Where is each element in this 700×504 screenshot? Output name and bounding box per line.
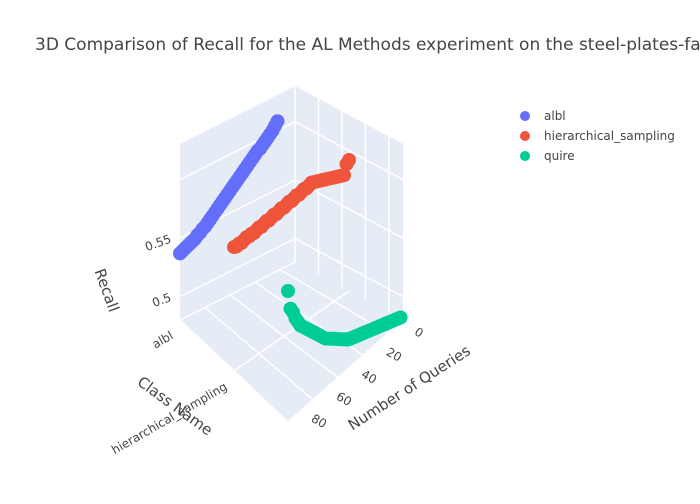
back-wall-right <box>295 86 403 320</box>
data-points <box>173 114 408 347</box>
grid-line <box>294 237 404 298</box>
data-point-quire <box>281 284 295 298</box>
legend-marker <box>520 151 530 161</box>
data-point-hierarchical-sampling <box>337 168 351 183</box>
data-point-quire <box>393 310 408 325</box>
legend-item-hierarchical-sampling[interactable]: hierarchical_sampling <box>520 126 675 146</box>
legend-item-quire[interactable]: quire <box>520 146 675 166</box>
data-point-albl <box>270 114 285 129</box>
x-tick-label: 0 <box>412 325 426 341</box>
grid-line <box>294 121 404 181</box>
grid-line <box>287 319 404 423</box>
z-tick-label: 0.55 <box>143 232 173 254</box>
x-tick-label: 60 <box>334 389 354 409</box>
legend: albl hierarchical_sampling quire <box>520 106 675 166</box>
chart-title: 3D Comparison of Recall for the AL Metho… <box>35 35 700 55</box>
x-tick-label: 40 <box>359 367 379 387</box>
x-tick-label: 20 <box>384 345 404 365</box>
z-tick-label: 0.5 <box>150 290 173 310</box>
legend-marker <box>520 111 530 121</box>
grid-line <box>233 290 350 372</box>
legend-label: albl <box>544 109 566 123</box>
legend-item-albl[interactable]: albl <box>520 106 675 126</box>
legend-label: quire <box>544 149 575 163</box>
legend-label: hierarchical_sampling <box>544 129 675 143</box>
legend-marker <box>520 131 530 141</box>
y-tick-label: albl <box>150 328 176 351</box>
z-axis-title: Recall <box>91 266 123 314</box>
grid-line <box>179 261 296 321</box>
grid-line <box>179 237 296 298</box>
data-point-hierarchical-sampling <box>342 153 356 167</box>
x-tick-label: 80 <box>309 411 329 431</box>
